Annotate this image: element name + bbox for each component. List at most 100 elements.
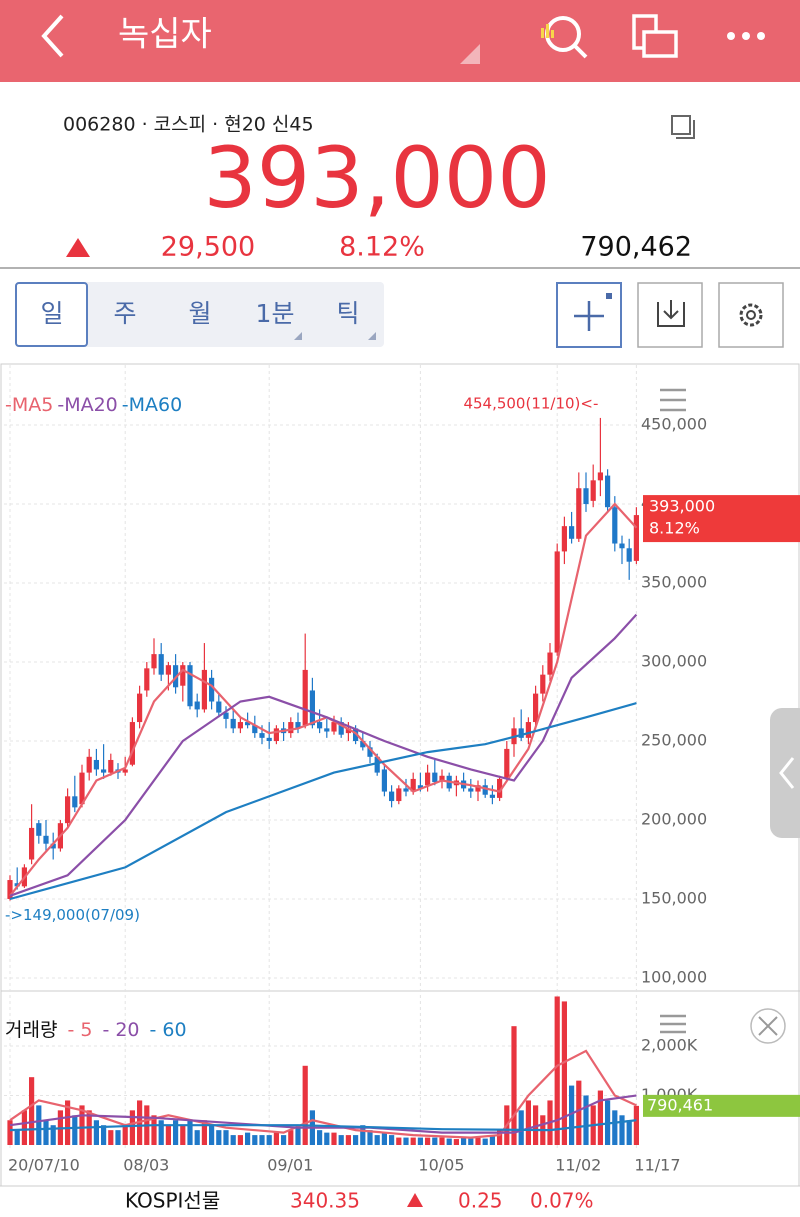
candle-body (561, 526, 567, 552)
price-tag-rate: 8.12% (649, 519, 700, 538)
candle-body (324, 728, 330, 732)
x-tick-label: 10/05 (418, 1156, 464, 1175)
candle-body (403, 788, 409, 792)
candle-body (439, 775, 445, 781)
candle-body (158, 654, 164, 675)
settings-button[interactable] (718, 282, 784, 348)
volume-bar (180, 1125, 186, 1145)
volume-bar (511, 1026, 517, 1145)
search-button[interactable] (541, 16, 588, 59)
candle-body (475, 785, 481, 792)
legend: 거래량 - 5 - 20 - 60 (5, 1019, 187, 1041)
volume-bar (165, 1125, 171, 1145)
candle-body (209, 677, 215, 702)
period-tab[interactable]: 틱 (336, 299, 359, 328)
more-button[interactable] (727, 32, 765, 40)
candle-body (230, 718, 236, 729)
candle-body (245, 722, 251, 726)
volume-bar (281, 1135, 287, 1145)
candle-body (389, 791, 395, 802)
volume-tag-value: 790,461 (647, 1095, 713, 1114)
volume-bar (115, 1130, 121, 1145)
period-tab[interactable]: 일 (40, 299, 63, 328)
volume-bar (417, 1137, 423, 1145)
volume-menu[interactable] (660, 1014, 686, 1034)
title-dropdown[interactable] (460, 44, 480, 64)
candle-body (201, 669, 207, 710)
y-tick-label: 250,000 (641, 731, 707, 750)
candle-body (489, 794, 495, 798)
candle-body (317, 722, 323, 729)
volume-bar (345, 1135, 351, 1145)
candle-body (108, 759, 114, 773)
period-tab[interactable]: 월 (188, 299, 211, 328)
candle-body (605, 475, 611, 508)
change-rate: 8.12% (339, 232, 425, 263)
volume-title: 거래량 (5, 1019, 57, 1041)
candle-body (468, 788, 474, 792)
candle-body (101, 769, 107, 773)
candle-body (547, 652, 553, 675)
up-arrow (407, 1193, 423, 1207)
volume-bar (7, 1120, 13, 1145)
candle-body (583, 488, 589, 505)
low-annotation: ->149,000(07/09) (5, 906, 140, 924)
download-button[interactable] (637, 282, 703, 348)
volume-bar (497, 1130, 503, 1145)
volume-bar (151, 1115, 157, 1145)
candle-body (612, 507, 618, 544)
candle-body (137, 693, 143, 723)
y-tick-label: 350,000 (641, 573, 707, 592)
volume-bar (122, 1125, 128, 1145)
index-rate: 0.07% (530, 1189, 594, 1213)
volume-bar (626, 1120, 632, 1145)
volume-bar (237, 1135, 243, 1145)
crosshair-button[interactable] (556, 282, 622, 348)
period-tab[interactable]: 주 (113, 299, 136, 328)
back-button[interactable] (41, 14, 64, 58)
close-volume-button[interactable] (750, 1008, 786, 1044)
volume-bar (432, 1137, 438, 1145)
selected-tab (15, 282, 88, 347)
side-panel-handle[interactable] (770, 708, 800, 838)
candle-body (590, 480, 596, 501)
x-tick-label: 11/02 (555, 1156, 601, 1175)
y-tick-label: 300,000 (641, 652, 707, 671)
candle-body (165, 665, 171, 675)
candle-body (569, 526, 575, 539)
candle-body (338, 722, 344, 735)
index-value: 340.35 (290, 1189, 360, 1213)
x-tick-label: 11/17 (634, 1156, 680, 1175)
x-tick-label: 08/03 (123, 1156, 169, 1175)
candle-body (626, 548, 632, 562)
candle-body (129, 722, 135, 765)
multi-window-button[interactable] (632, 14, 678, 58)
price-menu[interactable] (660, 388, 686, 412)
x-tick-label: 20/07/10 (8, 1156, 80, 1175)
candle-body (79, 772, 85, 805)
candle-body (151, 654, 157, 669)
price-tag-value: 393,000 (649, 497, 715, 516)
x-tick-label: 09/01 (267, 1156, 313, 1175)
volume-bar (482, 1138, 488, 1145)
candle-body (122, 769, 128, 773)
candle-body (50, 843, 56, 849)
candle-body (497, 778, 503, 798)
y-tick-label: 100,000 (641, 967, 707, 986)
volume-bar (569, 1085, 575, 1145)
volume-bar (338, 1135, 344, 1145)
chart-frame (0, 363, 800, 1187)
candle-body (360, 741, 366, 748)
volume-bar (518, 1110, 524, 1145)
period-tab[interactable]: 1분 (256, 299, 295, 328)
candle-body (410, 778, 416, 792)
candle-body (633, 515, 639, 561)
volume-bar (43, 1120, 49, 1145)
candle-body (93, 759, 99, 770)
volume-bar (439, 1137, 445, 1145)
volume-bar (468, 1138, 474, 1145)
volume-bar (158, 1120, 164, 1145)
candle-body (252, 725, 258, 734)
volume-bar (353, 1135, 359, 1145)
copy-button[interactable] (671, 115, 695, 139)
